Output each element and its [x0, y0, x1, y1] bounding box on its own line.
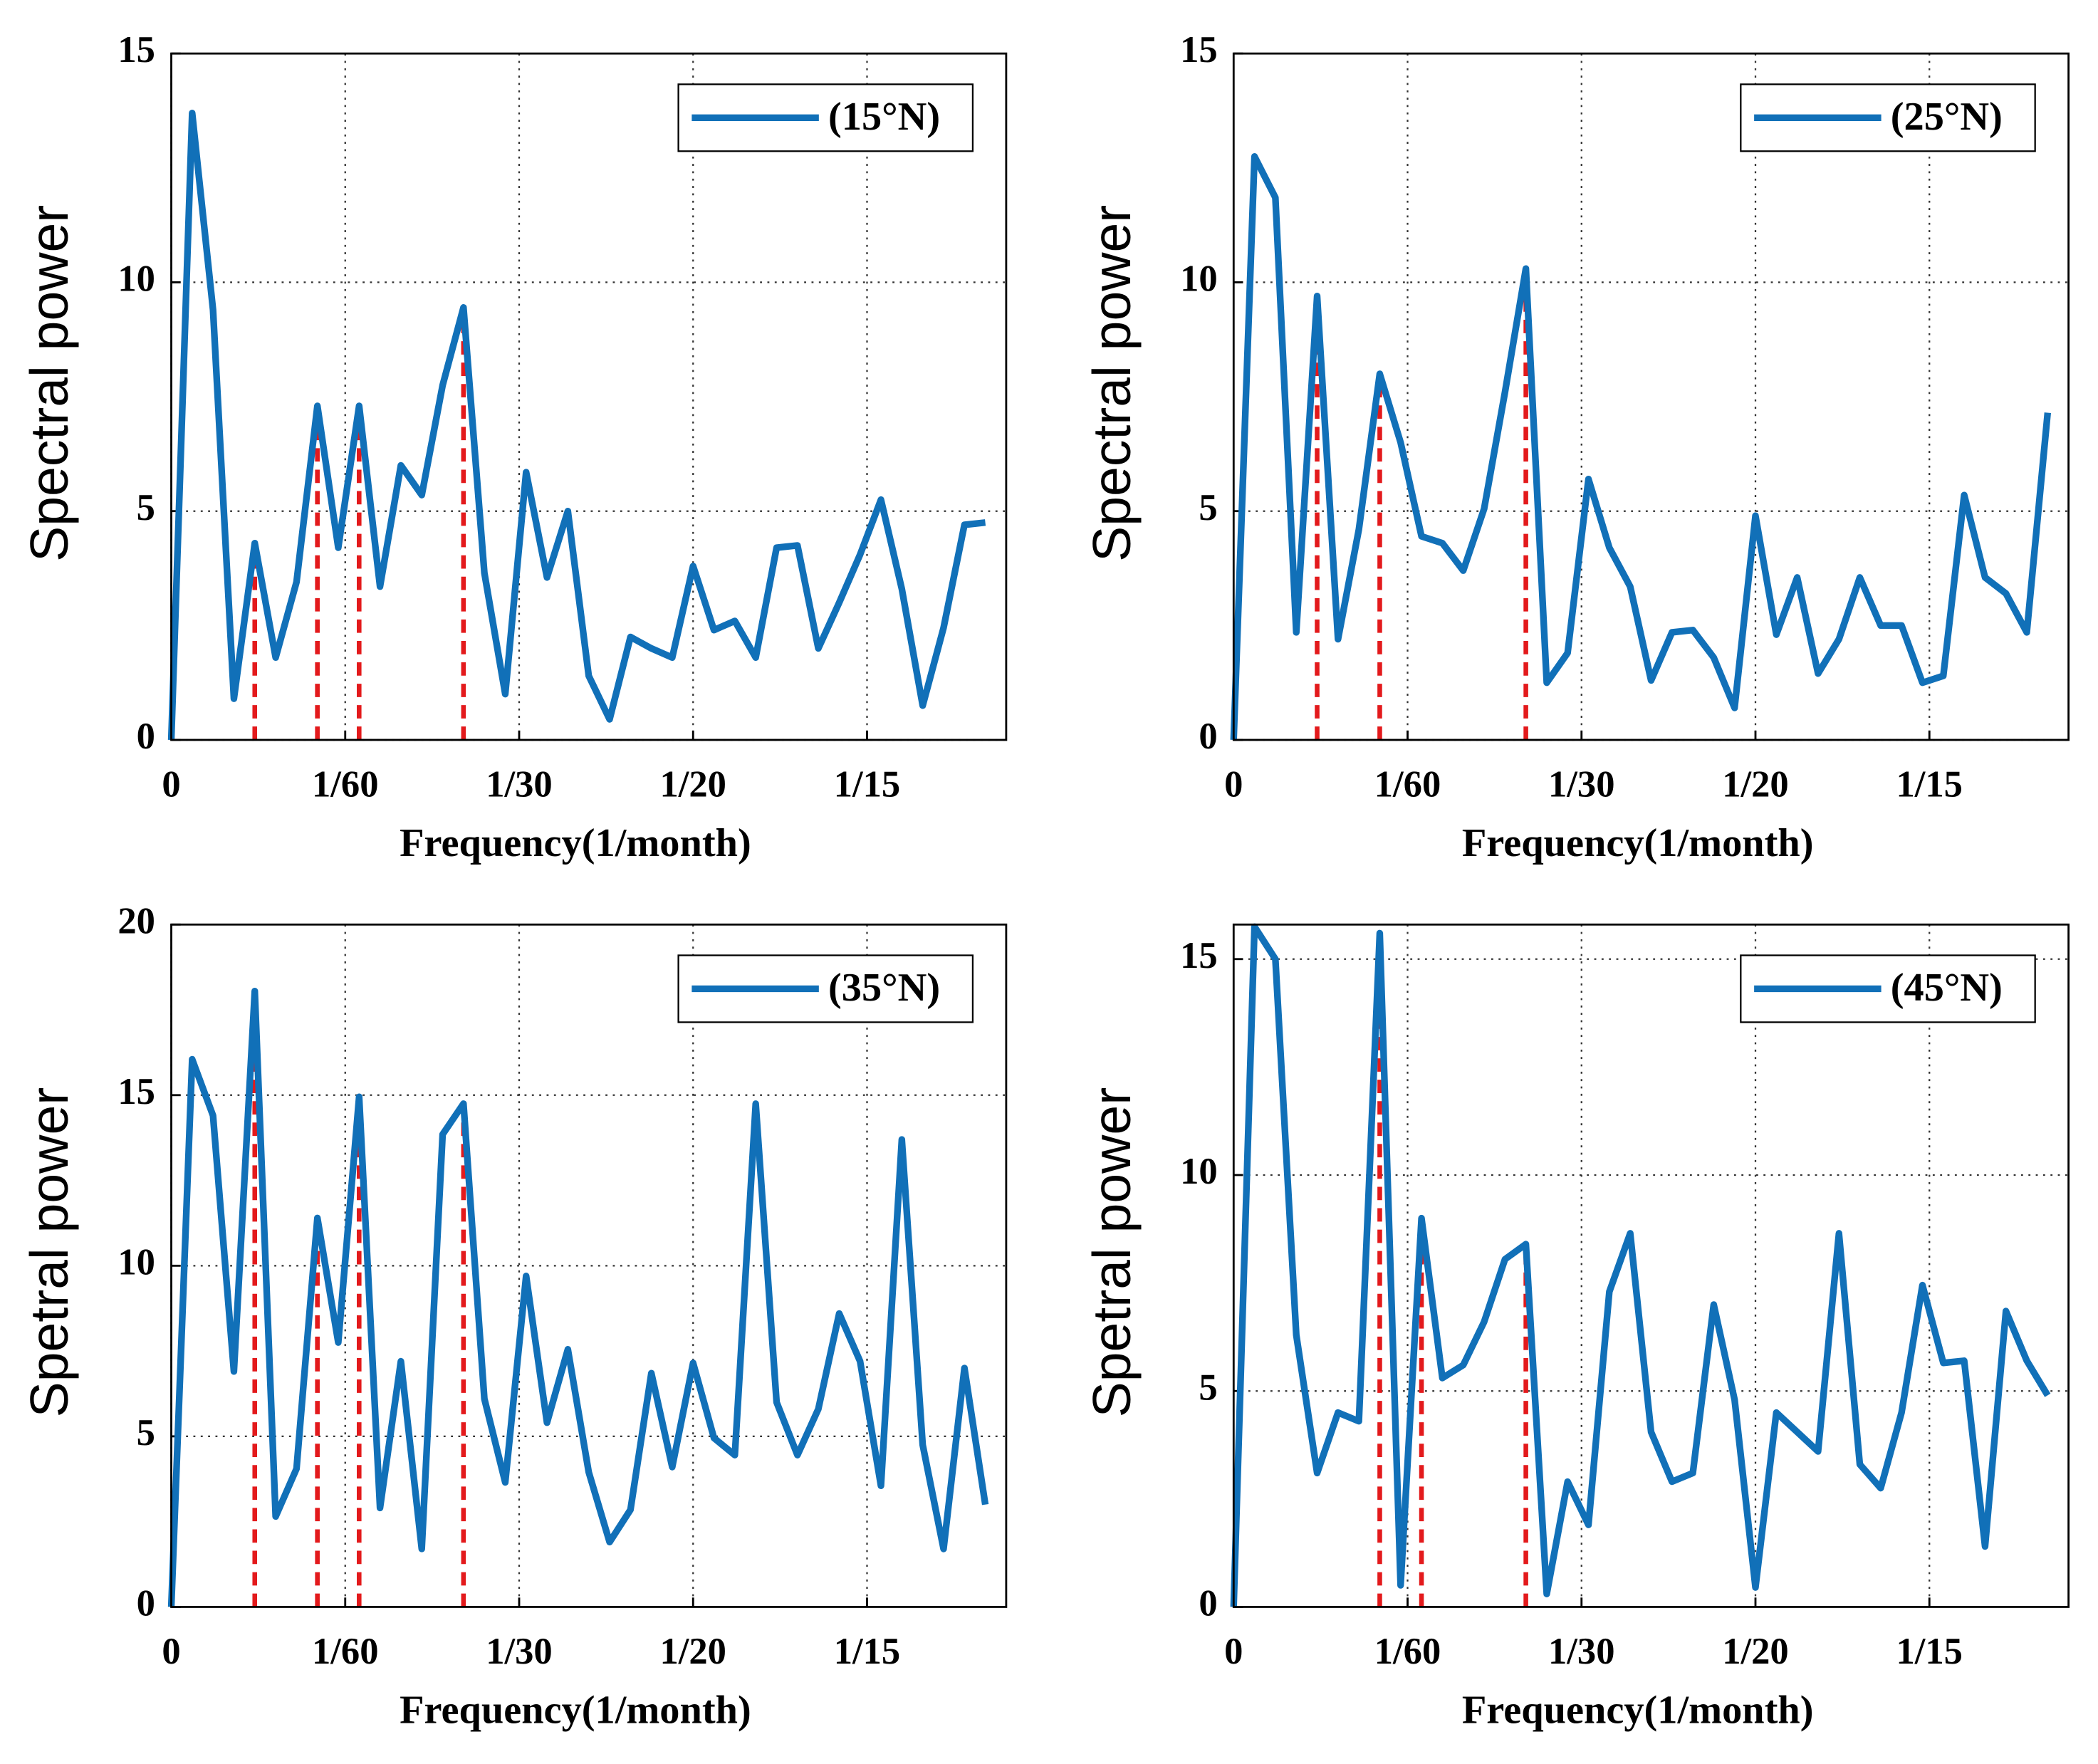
axes-frame [170, 923, 1008, 1608]
x-tick-label: 1/15 [1896, 764, 1963, 805]
data-line [167, 109, 986, 741]
y-tick-label: 0 [1199, 716, 1217, 757]
x-axis-label: Frequency(1/month) [1462, 1689, 1814, 1733]
x-axis-label: Frequency(1/month) [400, 1689, 751, 1733]
data-line [1230, 923, 2051, 1607]
x-tick-label: 1/15 [834, 1631, 901, 1672]
x-tick-label: 1/20 [1722, 764, 1789, 805]
y-tick-label: 10 [1180, 259, 1218, 300]
axes-frame [1232, 923, 2070, 1608]
panel: 0 1/60 1/30 1/20 1/15 0 5 10 15 (25°N) Frequency(1… [1082, 29, 2070, 865]
x-tick-label: 0 [162, 1631, 180, 1672]
y-axis-label: Spetral power [1082, 1087, 1142, 1418]
x-tick-label: 1/20 [1722, 1631, 1789, 1672]
y-axis-label: Spetral power [19, 1087, 79, 1418]
x-tick-label: 0 [1224, 1631, 1243, 1672]
y-tick-label: 20 [118, 900, 155, 941]
y-tick-label: 0 [1199, 1583, 1217, 1624]
axes-frame [170, 52, 1008, 741]
y-axis-label: Spectral power [1082, 205, 1142, 562]
y-tick-label: 10 [1180, 1151, 1218, 1192]
y-tick-label: 0 [137, 716, 155, 757]
legend-label: (45°N) [1891, 966, 2003, 1010]
y-tick-label: 5 [137, 487, 155, 528]
x-tick-label: 1/60 [312, 764, 379, 805]
y-tick-label: 10 [118, 1241, 155, 1283]
legend-label: (15°N) [828, 95, 940, 139]
y-tick-label: 0 [137, 1583, 155, 1624]
data-line [167, 987, 989, 1607]
x-tick-label: 1/60 [1374, 764, 1441, 805]
x-tick-label: 1/30 [1548, 764, 1615, 805]
x-tick-label: 1/20 [659, 764, 726, 805]
x-tick-label: 1/30 [1548, 1631, 1615, 1672]
x-tick-label: 1/60 [312, 1631, 379, 1672]
x-axis-label: Frequency(1/month) [1462, 821, 1814, 865]
y-tick-label: 15 [1180, 935, 1218, 976]
y-tick-label: 15 [1180, 29, 1218, 71]
y-tick-label: 5 [1199, 1367, 1217, 1408]
y-axis-label: Spectral power [19, 205, 79, 562]
x-tick-label: 1/15 [834, 764, 901, 805]
x-tick-label: 0 [162, 764, 180, 805]
x-tick-label: 0 [1224, 764, 1243, 805]
legend-label: (25°N) [1891, 95, 2003, 139]
y-tick-label: 5 [1199, 487, 1217, 528]
panel: 0 1/60 1/30 1/20 1/15 0 5 10 15 (45°N) Frequency(1… [1082, 923, 2070, 1733]
y-tick-label: 15 [118, 29, 155, 71]
data-line [1230, 153, 2052, 741]
plot-area [1233, 924, 2069, 1607]
y-tick-label: 15 [118, 1071, 155, 1112]
x-tick-label: 1/20 [659, 1631, 726, 1672]
plot-area [171, 53, 1006, 740]
x-axis-label: Frequency(1/month) [400, 821, 751, 865]
y-tick-label: 5 [137, 1412, 155, 1454]
x-tick-label: 1/30 [486, 764, 553, 805]
panel: 0 1/60 1/30 1/20 1/15 0 5 10 15 20 (35°N) Frequency… [19, 900, 1008, 1733]
x-tick-label: 1/60 [1374, 1631, 1441, 1672]
legend-label: (35°N) [828, 966, 940, 1010]
panel: 0 1/60 1/30 1/20 1/15 0 5 10 15 (15°N) Frequency(1… [19, 29, 1008, 865]
axes-frame [1232, 52, 2070, 741]
x-tick-label: 1/30 [486, 1631, 553, 1672]
y-tick-label: 10 [118, 259, 155, 300]
x-tick-label: 1/15 [1896, 1631, 1963, 1672]
plot-area [1233, 53, 2069, 740]
